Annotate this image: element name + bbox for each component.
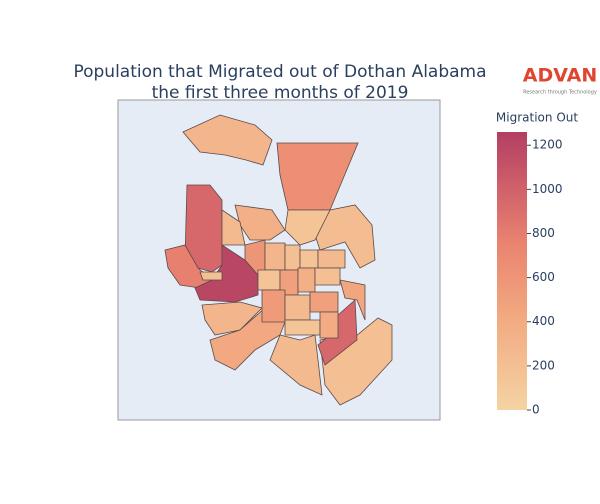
region xyxy=(284,294,311,321)
region xyxy=(339,279,366,321)
colorbar-tick-label: 400 xyxy=(532,314,555,328)
region xyxy=(297,267,316,293)
region xyxy=(284,319,321,336)
colorbar-tick-label: 1200 xyxy=(532,138,563,152)
region xyxy=(314,204,376,269)
region xyxy=(284,244,301,271)
region xyxy=(317,249,346,269)
colorbar-tick-label: 600 xyxy=(532,270,555,284)
colorbar-ticks: 0 200 400 600 800 1000 1200 xyxy=(527,138,563,417)
region xyxy=(299,249,319,269)
region xyxy=(257,269,281,291)
region xyxy=(182,114,273,166)
region xyxy=(261,289,286,323)
region xyxy=(269,334,323,396)
colorbar xyxy=(497,132,527,410)
region xyxy=(264,242,286,271)
region xyxy=(314,267,341,286)
region xyxy=(319,311,339,339)
brand-name: ADVAN xyxy=(523,65,598,87)
colorbar-tick-label: 0 xyxy=(532,403,540,417)
title-line: the first three months of 2019 xyxy=(152,83,409,103)
region xyxy=(309,291,339,313)
colorbar-title: Migration Out xyxy=(496,111,578,125)
colorbar-tick-label: 200 xyxy=(532,358,555,372)
regions xyxy=(164,114,393,406)
title-line: Population that Migrated out of Dothan A… xyxy=(73,62,486,82)
region xyxy=(199,271,223,281)
colorbar-tick-label: 1000 xyxy=(532,182,563,196)
colorbar-tick-label: 800 xyxy=(532,226,555,240)
brand-tagline: Research through Technology xyxy=(523,90,597,96)
region xyxy=(284,209,331,246)
